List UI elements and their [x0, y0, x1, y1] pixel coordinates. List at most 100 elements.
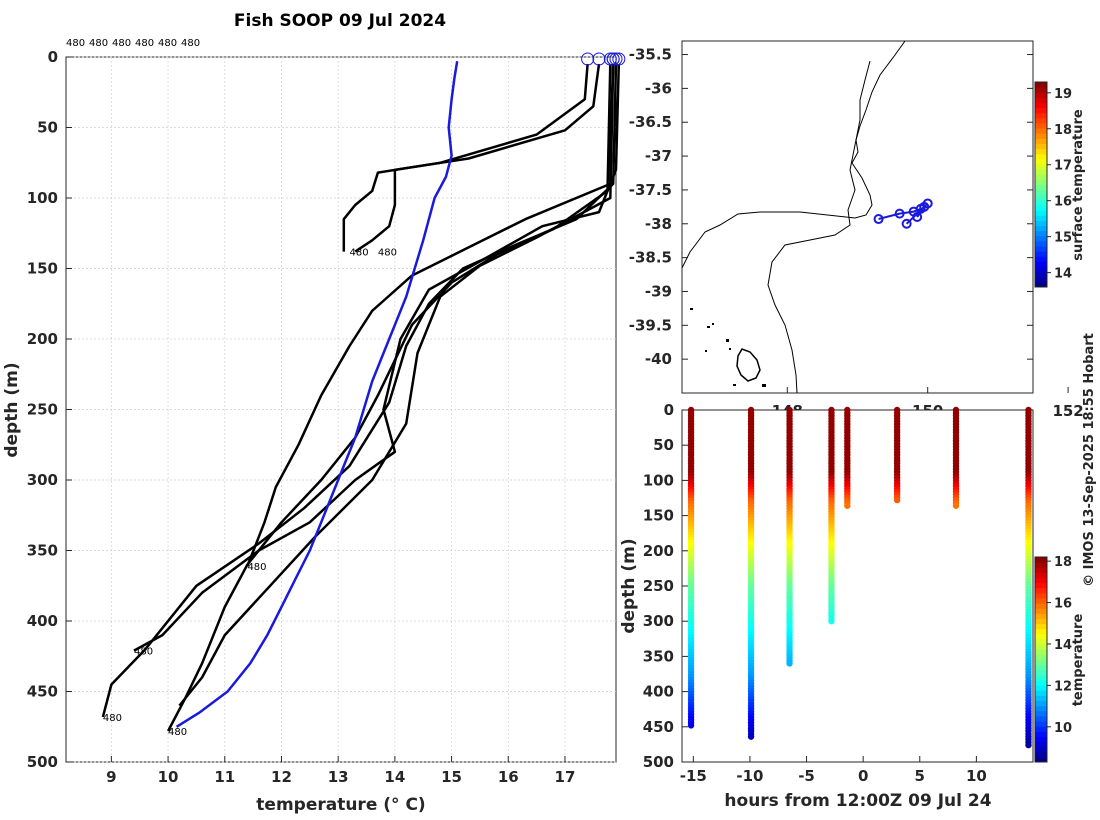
- colorbar-segment: [1035, 153, 1047, 160]
- cast-top-marker: [603, 52, 617, 66]
- colorbar-segment: [1035, 592, 1047, 599]
- colorbar-segment: [1035, 123, 1047, 129]
- top-cast-labels: 480 480 480 480 480 480: [66, 38, 200, 49]
- track-cast-marker: [894, 208, 905, 219]
- colorbar-segment: [1035, 117, 1047, 124]
- map-panel: -35.5 -36 -36.5 -37 -37.5 -38 -38.5 -39 -39.5 -40…: [629, 40, 1086, 420]
- cast-end-label: 480: [350, 248, 369, 259]
- colorbar-segment: [1035, 664, 1047, 671]
- colorbar-segment: [1035, 715, 1047, 722]
- colorbar-tick-label: 10: [1054, 721, 1072, 736]
- cast-top-marker: [592, 52, 606, 66]
- colorbar-segment: [1035, 756, 1047, 763]
- cast-end-label: 480: [134, 647, 153, 658]
- map-lat-label: -35.5: [629, 46, 672, 64]
- cast-profile: [342, 63, 589, 252]
- colorbar-segment: [1035, 138, 1047, 144]
- cast-top-marker: [609, 52, 623, 66]
- colorbar-segment: [1035, 148, 1047, 155]
- colorbar-segment: [1035, 246, 1047, 252]
- top-cast-label: 480: [112, 38, 131, 49]
- section-point: [844, 502, 851, 509]
- colorbar-segment: [1035, 690, 1047, 696]
- climatology-line: [175, 60, 459, 728]
- colorbar-tick-label: 17: [1054, 159, 1072, 174]
- section-x-tick-label: -10: [736, 767, 763, 785]
- colorbar-segment: [1035, 92, 1047, 98]
- colorbar-tick-label: 16: [1054, 597, 1072, 612]
- colorbar-label: temperature: [1071, 614, 1086, 707]
- section-point: [687, 722, 695, 729]
- colorbar-tick-label: 12: [1054, 679, 1072, 694]
- colorbar-segment: [1035, 128, 1047, 134]
- profile-end-labels: 480 480 480 480 480 480: [103, 248, 397, 738]
- y-tick-label: 0: [48, 48, 58, 66]
- colorbar-segment: [1035, 659, 1047, 666]
- x-tick-label: 11: [214, 768, 235, 786]
- x-tick-label: 14: [384, 768, 405, 786]
- colorbar-segment: [1035, 143, 1047, 150]
- colorbar-segment: [1035, 649, 1047, 655]
- colorbar-segment: [1035, 633, 1047, 640]
- colorbar-segment: [1035, 169, 1047, 175]
- colorbar-segment: [1035, 674, 1047, 681]
- x-tick-label: 9: [106, 768, 116, 786]
- section-x-tick-label: 5: [915, 767, 925, 785]
- cast-profile: [178, 63, 615, 707]
- section-y-tick-label: 250: [643, 577, 674, 595]
- profile-axes-box: [65, 56, 617, 763]
- colorbar-segment: [1035, 618, 1047, 625]
- top-cast-label: 480: [181, 38, 200, 49]
- colorbar-tick-label: 14: [1054, 267, 1072, 282]
- climatology-profile: [175, 60, 459, 728]
- colorbar-segment: [1035, 199, 1047, 206]
- section-y-tick-label: 0: [664, 401, 674, 419]
- section-point: [786, 660, 793, 667]
- colorbar-tick-label: 15: [1054, 231, 1072, 246]
- colorbar-segment: [1035, 623, 1047, 630]
- section-x-tick-label: 10: [966, 767, 987, 785]
- colorbar-segment: [1035, 240, 1047, 247]
- map-lat-label: -37: [645, 147, 672, 165]
- colorbar-segment: [1035, 87, 1047, 93]
- section-y-tick-label: 50: [653, 436, 674, 454]
- colorbar-segment: [1035, 557, 1047, 563]
- cast-top-marker: [606, 52, 620, 66]
- y-tick-label: 200: [27, 330, 58, 348]
- profile-x-axis-label: temperature (° C): [256, 795, 425, 815]
- cast-end-label: 480: [378, 248, 397, 259]
- colorbar-segment: [1035, 215, 1047, 221]
- colorbar-segment: [1035, 746, 1047, 753]
- profile-y-axis-label: depth (m): [2, 362, 22, 457]
- colorbar-segment: [1035, 726, 1047, 732]
- map-lat-label: -38: [645, 215, 672, 233]
- colorbar-segment: [1035, 608, 1047, 614]
- y-tick-label: 450: [27, 683, 58, 701]
- section-point: [893, 496, 901, 504]
- section-y-tick-label: 450: [643, 718, 674, 736]
- colorbar-segment: [1035, 603, 1047, 609]
- track-cast-marker: [912, 212, 923, 222]
- colorbar-segment: [1035, 628, 1047, 635]
- colorbar-segment: [1035, 133, 1047, 139]
- colorbar-segment: [1035, 174, 1047, 180]
- colorbar-segment: [1035, 271, 1047, 278]
- section-point: [1025, 741, 1032, 749]
- map-lat-label: -36: [645, 79, 672, 97]
- colorbar-segment: [1035, 256, 1047, 262]
- colorbar-tick-label: 14: [1054, 638, 1072, 653]
- colorbar-segment: [1035, 251, 1047, 257]
- section-y-tick-label: 150: [643, 507, 674, 525]
- section-y-tick-label: 350: [643, 647, 674, 665]
- y-tick-label: 100: [27, 189, 58, 207]
- map-lon-label: 152: [1052, 402, 1083, 420]
- colorbar-frame: [1034, 81, 1048, 288]
- colorbar-segment: [1035, 261, 1047, 267]
- colorbar-segment: [1035, 751, 1047, 758]
- x-tick-label: 17: [555, 768, 576, 786]
- colorbar-segment: [1035, 225, 1047, 232]
- colorbar-segment: [1035, 654, 1047, 660]
- y-tick-label: 400: [27, 612, 58, 630]
- colorbar-segment: [1035, 741, 1047, 748]
